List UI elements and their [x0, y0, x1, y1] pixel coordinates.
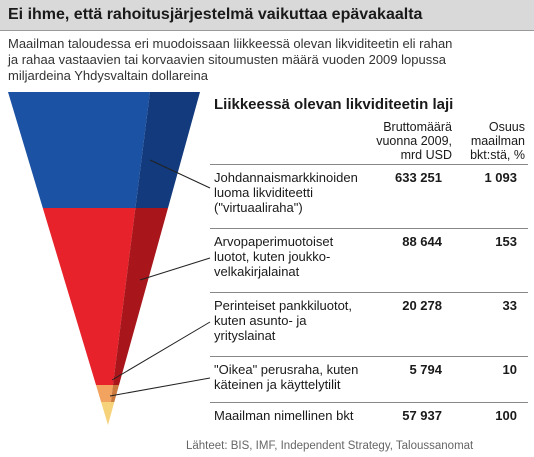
- row-label: käteinen ja käyttelytilit: [214, 377, 340, 392]
- row-separator: [210, 164, 528, 165]
- share-value: 100: [455, 408, 517, 423]
- row-label: Perinteiset pankkiluotot,: [214, 298, 352, 313]
- column-header-line: vuonna 2009,: [360, 134, 452, 148]
- row-label: "Oikea" perusraha, kuten: [214, 362, 358, 377]
- table-title: Liikkeessä olevan likviditeetin laji: [214, 96, 453, 113]
- source: Lähteet: BIS, IMF, Independent Strategy,…: [186, 440, 473, 452]
- row-separator: [210, 292, 528, 293]
- gross-value: 57 937: [360, 408, 442, 423]
- cone-blue: [8, 92, 150, 208]
- row-label: Johdannaismarkkinoiden: [214, 170, 358, 185]
- cone-yellow: [101, 402, 114, 425]
- column-header-line: mrd USD: [360, 148, 452, 162]
- row-separator: [210, 356, 528, 357]
- page: {"header": {"title": "Ei ihme, että raho…: [0, 0, 534, 457]
- gross-value: 633 251: [360, 170, 442, 185]
- row-label: ("virtuaaliraha"): [214, 200, 303, 215]
- cone-orange: [96, 385, 113, 402]
- share-value: 153: [455, 234, 517, 249]
- share-value: 10: [455, 362, 517, 377]
- gross-value: 5 794: [360, 362, 442, 377]
- column-header-line: Osuus: [455, 120, 525, 134]
- column-header-line: bkt:stä, %: [455, 148, 525, 162]
- row-label: kuten asunto- ja: [214, 313, 307, 328]
- share-value: 1 093: [455, 170, 517, 185]
- row-label: velkakirjalainat: [214, 264, 299, 279]
- gross-value: 20 278: [360, 298, 442, 313]
- gross-value: 88 644: [360, 234, 442, 249]
- row-separator: [210, 402, 528, 403]
- column-header: Bruttomäärä vuonna 2009, mrd USD: [360, 120, 452, 162]
- column-header-line: maailman: [455, 134, 525, 148]
- column-header: Osuus maailman bkt:stä, %: [455, 120, 525, 162]
- row-separator: [210, 228, 528, 229]
- row-label: Maailman nimellinen bkt: [214, 408, 353, 423]
- row-label: Arvopaperimuotoiset: [214, 234, 333, 249]
- leader-line: [110, 378, 210, 396]
- row-label: luoma likviditeetti: [214, 185, 313, 200]
- row-label: luotot, kuten joukko-: [214, 249, 330, 264]
- share-value: 33: [455, 298, 517, 313]
- row-label: yrityslainat: [214, 328, 275, 343]
- column-header-line: Bruttomäärä: [360, 120, 452, 134]
